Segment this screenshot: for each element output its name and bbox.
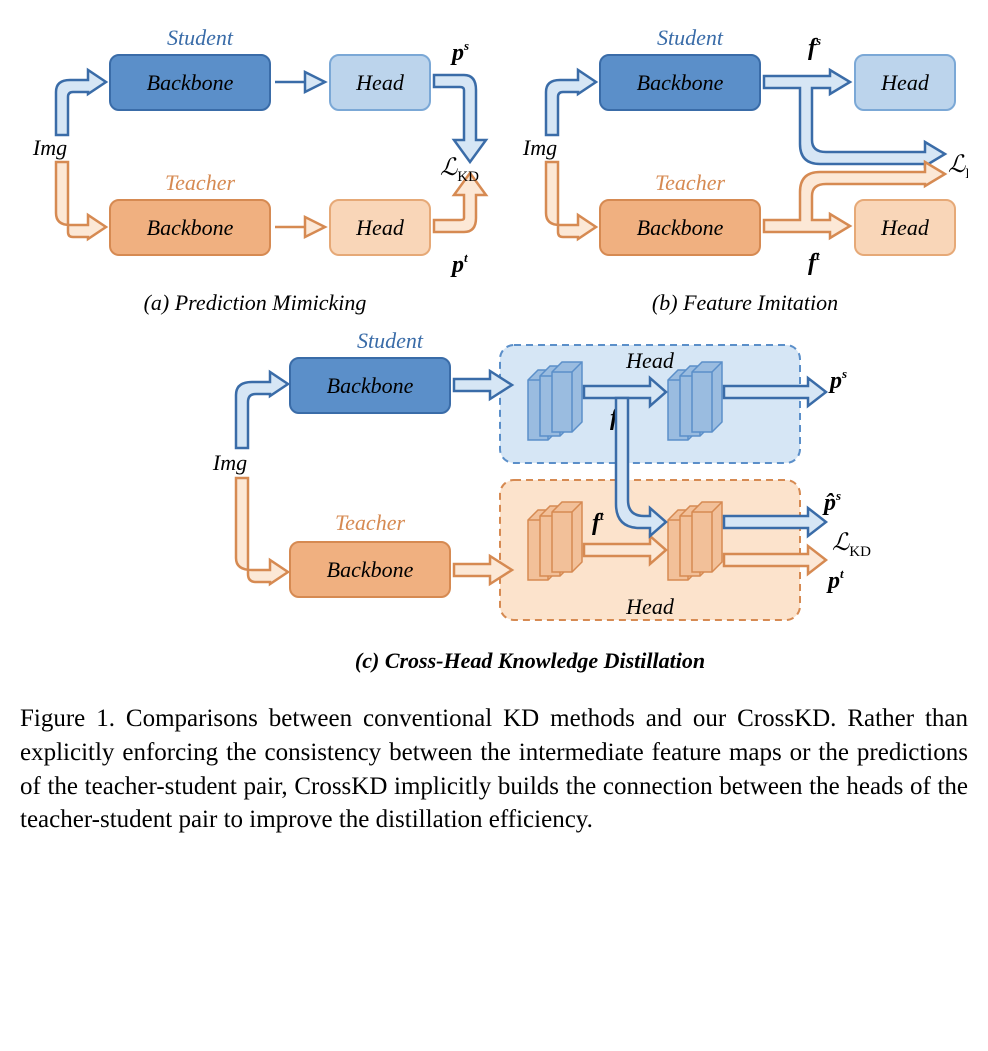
student-label: Student <box>167 25 234 50</box>
arrow-s-bb-head <box>275 72 325 92</box>
arrow-t-bb-head-a <box>275 217 325 237</box>
panel-b: Student Backbone fs Head Img Teacher Bac… <box>522 25 968 315</box>
img-label-c: Img <box>212 450 247 475</box>
student-layers-1 <box>528 362 582 440</box>
teacher-label-a: Teacher <box>165 170 236 195</box>
student-head-label-c: Head <box>625 348 675 373</box>
img-arrow-down-c <box>236 478 288 584</box>
panel-c: Student Backbone Head fs <box>212 328 871 673</box>
teacher-layers-2 <box>668 502 722 580</box>
student-layers-2 <box>668 362 722 440</box>
teacher-layers-1 <box>528 502 582 580</box>
loss-label-c: ℒKD <box>832 530 871 560</box>
img-arrow-up-a <box>56 70 106 135</box>
img-label-a: Img <box>32 135 67 160</box>
figure-container: Student Backbone Head ps Img Teacher Bac… <box>20 20 968 837</box>
img-arrow-up-c <box>236 372 288 448</box>
figure-caption: Figure 1. Comparisons between convention… <box>20 702 968 837</box>
student-backbone-text: Backbone <box>147 70 234 95</box>
teacher-head-text-a: Head <box>355 215 405 240</box>
pt-label-a: pt <box>450 250 468 278</box>
ps-label-c: ps <box>828 366 847 394</box>
panels-ab-svg: Student Backbone Head ps Img Teacher Bac… <box>20 20 968 320</box>
panel-a: Student Backbone Head ps Img Teacher Bac… <box>32 25 486 315</box>
img-label-b: Img <box>522 135 557 160</box>
pt-label-c: pt <box>826 566 844 594</box>
fs-label-b: fs <box>808 33 821 61</box>
teacher-backbone-text-a: Backbone <box>147 215 234 240</box>
img-arrow-down-a <box>56 162 106 239</box>
img-arrow-up-b <box>546 70 596 135</box>
arrow-s-head-loss-curved <box>434 75 486 162</box>
student-backbone-text-b: Backbone <box>637 70 724 95</box>
phat-label-c: p̂s <box>822 488 841 516</box>
student-backbone-text-c: Backbone <box>327 373 414 398</box>
caption-b: (b) Feature Imitation <box>652 290 838 315</box>
teacher-label-b: Teacher <box>655 170 726 195</box>
student-label-b: Student <box>657 25 724 50</box>
teacher-backbone-text-b: Backbone <box>637 215 724 240</box>
teacher-backbone-text-c: Backbone <box>327 557 414 582</box>
panel-c-svg: Student Backbone Head fs <box>20 320 968 690</box>
student-head-text-b: Head <box>880 70 930 95</box>
img-arrow-down-b <box>546 162 596 239</box>
caption-a: (a) Prediction Mimicking <box>144 290 367 315</box>
caption-c: (c) Cross-Head Knowledge Distillation <box>355 648 705 673</box>
teacher-head-label-c: Head <box>625 594 675 619</box>
teacher-label-c: Teacher <box>335 510 406 535</box>
ft-label-b: ft <box>808 248 820 276</box>
teacher-head-text-b: Head <box>880 215 930 240</box>
student-label-c: Student <box>357 328 424 353</box>
ps-label: ps <box>450 38 469 66</box>
student-head-text: Head <box>355 70 405 95</box>
loss-label-b: ℒKD <box>948 152 968 182</box>
